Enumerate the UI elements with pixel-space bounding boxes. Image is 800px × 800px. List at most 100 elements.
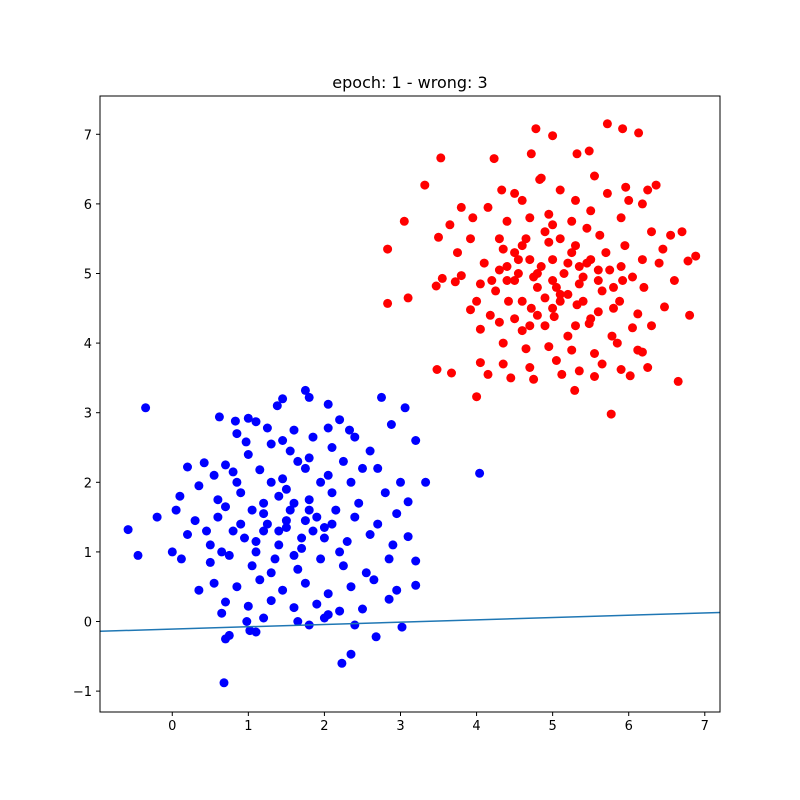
data-point <box>532 310 542 320</box>
data-point <box>540 227 550 237</box>
data-point <box>597 359 607 369</box>
data-point <box>175 491 185 501</box>
data-point <box>358 604 367 614</box>
data-point <box>475 279 485 289</box>
data-point <box>456 271 466 281</box>
data-point <box>570 385 580 395</box>
data-point <box>240 533 249 543</box>
data-point <box>392 585 402 595</box>
data-point <box>411 580 421 590</box>
data-point <box>421 477 431 487</box>
data-point <box>489 154 499 164</box>
data-point <box>373 463 383 473</box>
data-point <box>437 273 447 283</box>
data-point <box>213 512 223 522</box>
data-point <box>194 481 204 491</box>
data-point <box>167 547 177 557</box>
data-point <box>593 276 603 285</box>
data-point <box>316 477 326 487</box>
data-point <box>270 554 280 564</box>
data-point <box>337 658 347 668</box>
plot-area <box>100 119 720 688</box>
data-point <box>525 363 535 372</box>
data-point <box>602 119 612 129</box>
data-point <box>445 220 455 230</box>
data-point <box>304 505 314 515</box>
data-point <box>498 359 508 369</box>
data-point <box>497 185 507 195</box>
data-point <box>597 286 607 296</box>
data-point <box>531 124 541 134</box>
data-point <box>232 429 242 439</box>
data-point <box>677 227 687 237</box>
data-point <box>625 371 635 381</box>
y-tick-label: 3 <box>84 407 92 422</box>
data-point <box>544 209 554 219</box>
data-point <box>228 526 238 536</box>
x-tick-label: 3 <box>396 719 404 734</box>
data-point <box>683 256 693 266</box>
data-point <box>494 265 504 275</box>
x-tick-label: 1 <box>244 719 252 734</box>
data-point <box>411 436 421 445</box>
data-point <box>595 230 605 240</box>
data-point <box>171 505 181 515</box>
axes: 0 1 2 3 4 5 6 7 −1 0 1 2 3 4 5 6 7 <box>73 95 721 734</box>
data-point <box>243 413 253 423</box>
data-point <box>517 296 527 306</box>
data-point <box>685 310 695 320</box>
data-point <box>399 216 409 226</box>
data-point <box>230 416 240 426</box>
data-point <box>618 276 628 285</box>
data-point <box>236 519 246 529</box>
data-point <box>498 338 508 348</box>
data-point <box>616 262 626 271</box>
data-point <box>255 575 265 585</box>
data-point <box>278 394 288 404</box>
data-point <box>502 216 512 226</box>
data-point <box>468 213 478 223</box>
data-point <box>555 185 565 195</box>
data-point <box>365 446 375 456</box>
y-tick-label: 7 <box>84 128 92 143</box>
data-point <box>243 601 253 611</box>
data-point <box>300 578 310 588</box>
data-point <box>475 324 485 334</box>
data-point <box>548 255 558 265</box>
data-point <box>548 303 558 313</box>
data-point <box>535 175 545 184</box>
data-point <box>567 345 577 355</box>
data-point <box>354 498 364 508</box>
data-point <box>637 347 647 357</box>
data-point <box>590 372 599 381</box>
data-point <box>396 477 405 487</box>
data-point <box>190 516 200 526</box>
data-point <box>205 540 215 550</box>
data-point <box>293 456 303 466</box>
data-point <box>323 589 333 599</box>
data-point <box>472 296 482 306</box>
data-point <box>434 232 443 242</box>
data-point <box>609 282 618 292</box>
data-point <box>551 282 561 292</box>
x-tick-label: 0 <box>168 719 176 734</box>
data-point <box>647 227 656 237</box>
y-tick-label: 6 <box>84 198 92 213</box>
data-point <box>205 557 215 567</box>
data-point <box>259 509 269 519</box>
data-point <box>669 276 679 285</box>
data-point <box>525 255 535 265</box>
data-point <box>369 575 379 585</box>
data-point <box>504 296 513 306</box>
x-tick-label: 5 <box>548 719 556 734</box>
data-point <box>400 403 410 413</box>
data-point <box>602 188 612 198</box>
data-point <box>586 255 596 265</box>
y-tick-label: −1 <box>73 685 92 700</box>
data-point <box>654 258 664 268</box>
data-point <box>247 505 257 515</box>
data-point <box>255 465 265 475</box>
data-point <box>323 470 333 480</box>
data-point <box>403 293 413 303</box>
data-point <box>300 463 310 473</box>
